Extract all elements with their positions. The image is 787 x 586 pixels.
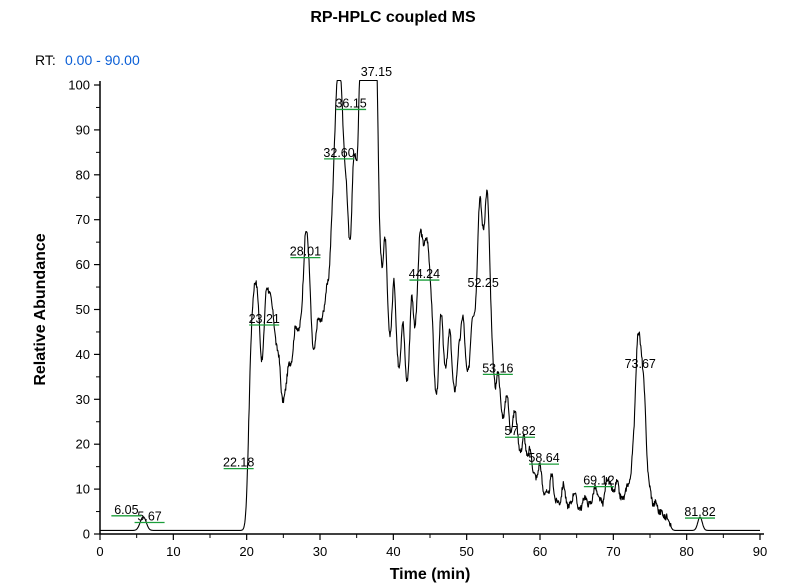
peak-label: 22.18	[223, 456, 254, 470]
x-tick-label: 90	[753, 544, 767, 559]
peak-label: 58.64	[528, 451, 559, 465]
peak-label: 44.24	[409, 267, 440, 281]
x-tick-label: 30	[313, 544, 327, 559]
peak-label: 73.67	[625, 357, 656, 371]
peak-label: 6.05	[114, 503, 138, 517]
chromatogram-plot: RP-HPLC coupled MS RT: 0.00 - 90.00 0 10 20 3…	[0, 0, 787, 586]
x-tick-label: 40	[386, 544, 400, 559]
x-tick-label: 50	[459, 544, 473, 559]
peak-label: 32.60	[323, 146, 354, 160]
y-tick-label: 0	[83, 527, 90, 542]
y-tick-label: 80	[76, 167, 90, 182]
y-tick-label: 70	[76, 212, 90, 227]
peak-label: 36.15	[335, 96, 366, 110]
peak-label: 81.82	[684, 505, 715, 519]
peak-label: 57.82	[504, 424, 535, 438]
y-tick-label: 60	[76, 257, 90, 272]
y-tick-label: 30	[76, 392, 90, 407]
x-tick-label: 20	[239, 544, 253, 559]
x-tick-label: 10	[166, 544, 180, 559]
y-tick-label: 100	[68, 78, 90, 93]
y-tick-label: 10	[76, 482, 90, 497]
x-axis-label: Time (min)	[390, 566, 471, 583]
x-tick-label: 60	[533, 544, 547, 559]
rt-label-range: 0.00 - 90.00	[65, 52, 140, 68]
x-tick-label: 0	[96, 544, 103, 559]
x-tick-label: 80	[679, 544, 693, 559]
y-tick-label: 40	[76, 347, 90, 362]
peak-label: 52.25	[468, 276, 499, 290]
peak-label: 69.12	[583, 474, 614, 488]
peak-label: 28.01	[290, 245, 321, 259]
peak-label: 37.15	[361, 65, 392, 79]
x-tick-label: 70	[606, 544, 620, 559]
peak-label: 5.67	[137, 510, 161, 524]
peak-label: 53.16	[482, 361, 513, 375]
y-tick-label: 90	[76, 122, 90, 137]
y-axis-label: Relative Abundance	[32, 233, 49, 385]
chromatogram-trace	[100, 81, 760, 531]
y-tick-label: 50	[76, 302, 90, 317]
peak-label: 23.21	[249, 312, 280, 326]
plot-title: RP-HPLC coupled MS	[310, 9, 476, 26]
rt-label-prefix: RT:	[35, 52, 56, 68]
y-tick-label: 20	[76, 437, 90, 452]
